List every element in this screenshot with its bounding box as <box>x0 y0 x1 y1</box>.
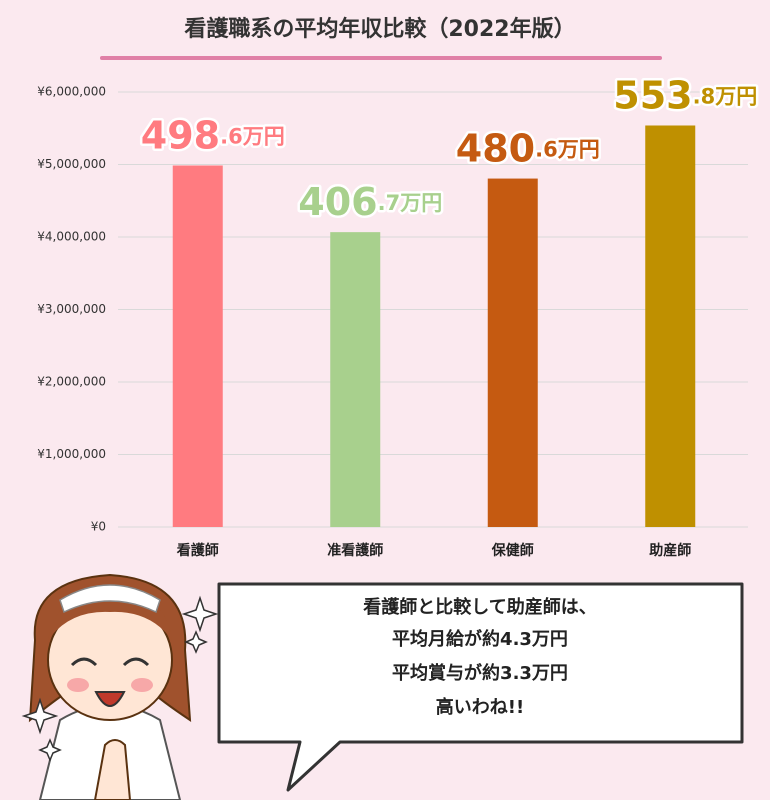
x-tick-label: 保健師 <box>491 542 534 559</box>
y-tick-label: ¥5,000,000 <box>37 157 106 171</box>
x-tick-label: 助産師 <box>649 542 691 559</box>
bubble-text: 高いわね!! <box>436 696 524 718</box>
value-label: 498.6万円 <box>141 113 285 157</box>
value-label: 406.7万円 <box>298 180 442 224</box>
x-tick-label: 看護師 <box>176 542 219 559</box>
bar <box>645 125 696 528</box>
bar <box>330 232 381 527</box>
y-tick-label: ¥6,000,000 <box>37 85 106 99</box>
bubble-text: 平均月給が約4.3万円 <box>392 628 568 650</box>
bar <box>172 165 223 527</box>
plot-area: ¥0 ¥1,000,000 ¥2,000,000 ¥3,000,000 ¥4,000,0… <box>37 70 759 559</box>
x-tick-label: 准看護師 <box>327 542 383 559</box>
y-tick-label: ¥4,000,000 <box>37 230 106 244</box>
y-tick-label: ¥0 <box>91 520 106 534</box>
nurse-illustration <box>21 573 219 800</box>
bar <box>487 178 538 527</box>
value-label: 480.6万円 <box>456 126 600 170</box>
bubble-text: 平均賞与が約3.3万円 <box>392 662 568 684</box>
value-label: 553.8万円 <box>613 73 757 117</box>
y-tick-label: ¥1,000,000 <box>37 447 106 461</box>
bubble-text: 看護師と比較して助産師は、 <box>362 596 596 618</box>
y-tick-label: ¥2,000,000 <box>37 375 106 389</box>
y-tick-label: ¥3,000,000 <box>37 302 106 316</box>
speech-bubble: 看護師と比較して助産師は、 平均月給が約4.3万円 平均賞与が約3.3万円 高い… <box>217 582 744 792</box>
chart-title: 看護職系の平均年収比較（2022年版） <box>184 16 575 42</box>
